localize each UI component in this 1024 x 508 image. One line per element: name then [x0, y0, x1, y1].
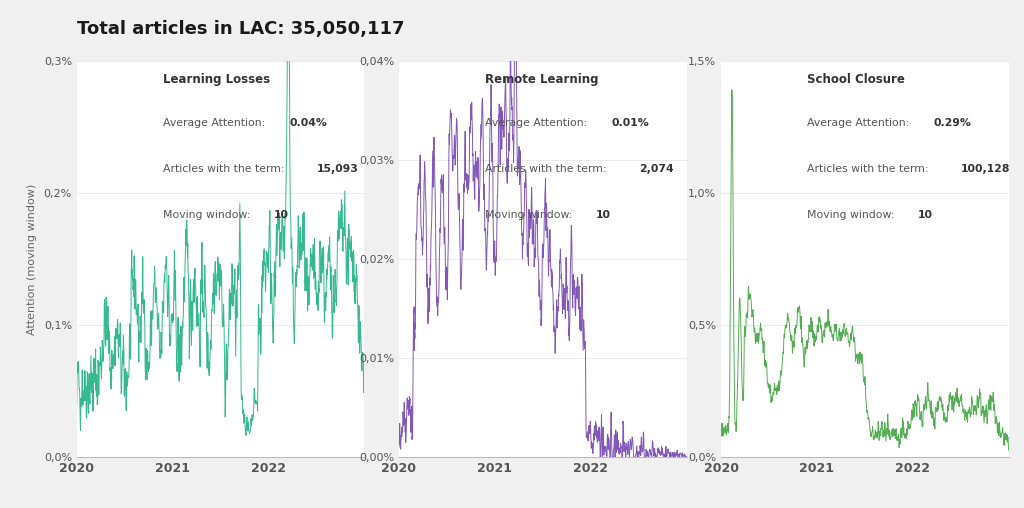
Text: Articles with the term:: Articles with the term: — [485, 164, 610, 174]
Text: Moving window:: Moving window: — [485, 209, 577, 219]
Text: 10: 10 — [596, 209, 611, 219]
Text: Remote Learning: Remote Learning — [485, 73, 599, 86]
Text: Moving window:: Moving window: — [163, 209, 254, 219]
Text: Average Attention:: Average Attention: — [163, 118, 269, 129]
Text: 0.01%: 0.01% — [611, 118, 649, 129]
Text: Learning Losses: Learning Losses — [163, 73, 270, 86]
Text: 2,074: 2,074 — [639, 164, 674, 174]
Text: 15,093: 15,093 — [317, 164, 358, 174]
Text: 100,128: 100,128 — [962, 164, 1011, 174]
Text: School Closure: School Closure — [807, 73, 905, 86]
Text: Articles with the term:: Articles with the term: — [163, 164, 288, 174]
Text: 10: 10 — [919, 209, 933, 219]
Text: Moving window:: Moving window: — [807, 209, 898, 219]
Text: Average Attention:: Average Attention: — [807, 118, 913, 129]
Text: Average Attention:: Average Attention: — [485, 118, 591, 129]
Text: Total articles in LAC: 35,050,117: Total articles in LAC: 35,050,117 — [77, 20, 404, 38]
Text: 10: 10 — [273, 209, 289, 219]
Y-axis label: Attention (moving window): Attention (moving window) — [27, 183, 37, 335]
Text: Articles with the term:: Articles with the term: — [807, 164, 932, 174]
Text: 0.04%: 0.04% — [290, 118, 328, 129]
Text: 0.29%: 0.29% — [934, 118, 972, 129]
